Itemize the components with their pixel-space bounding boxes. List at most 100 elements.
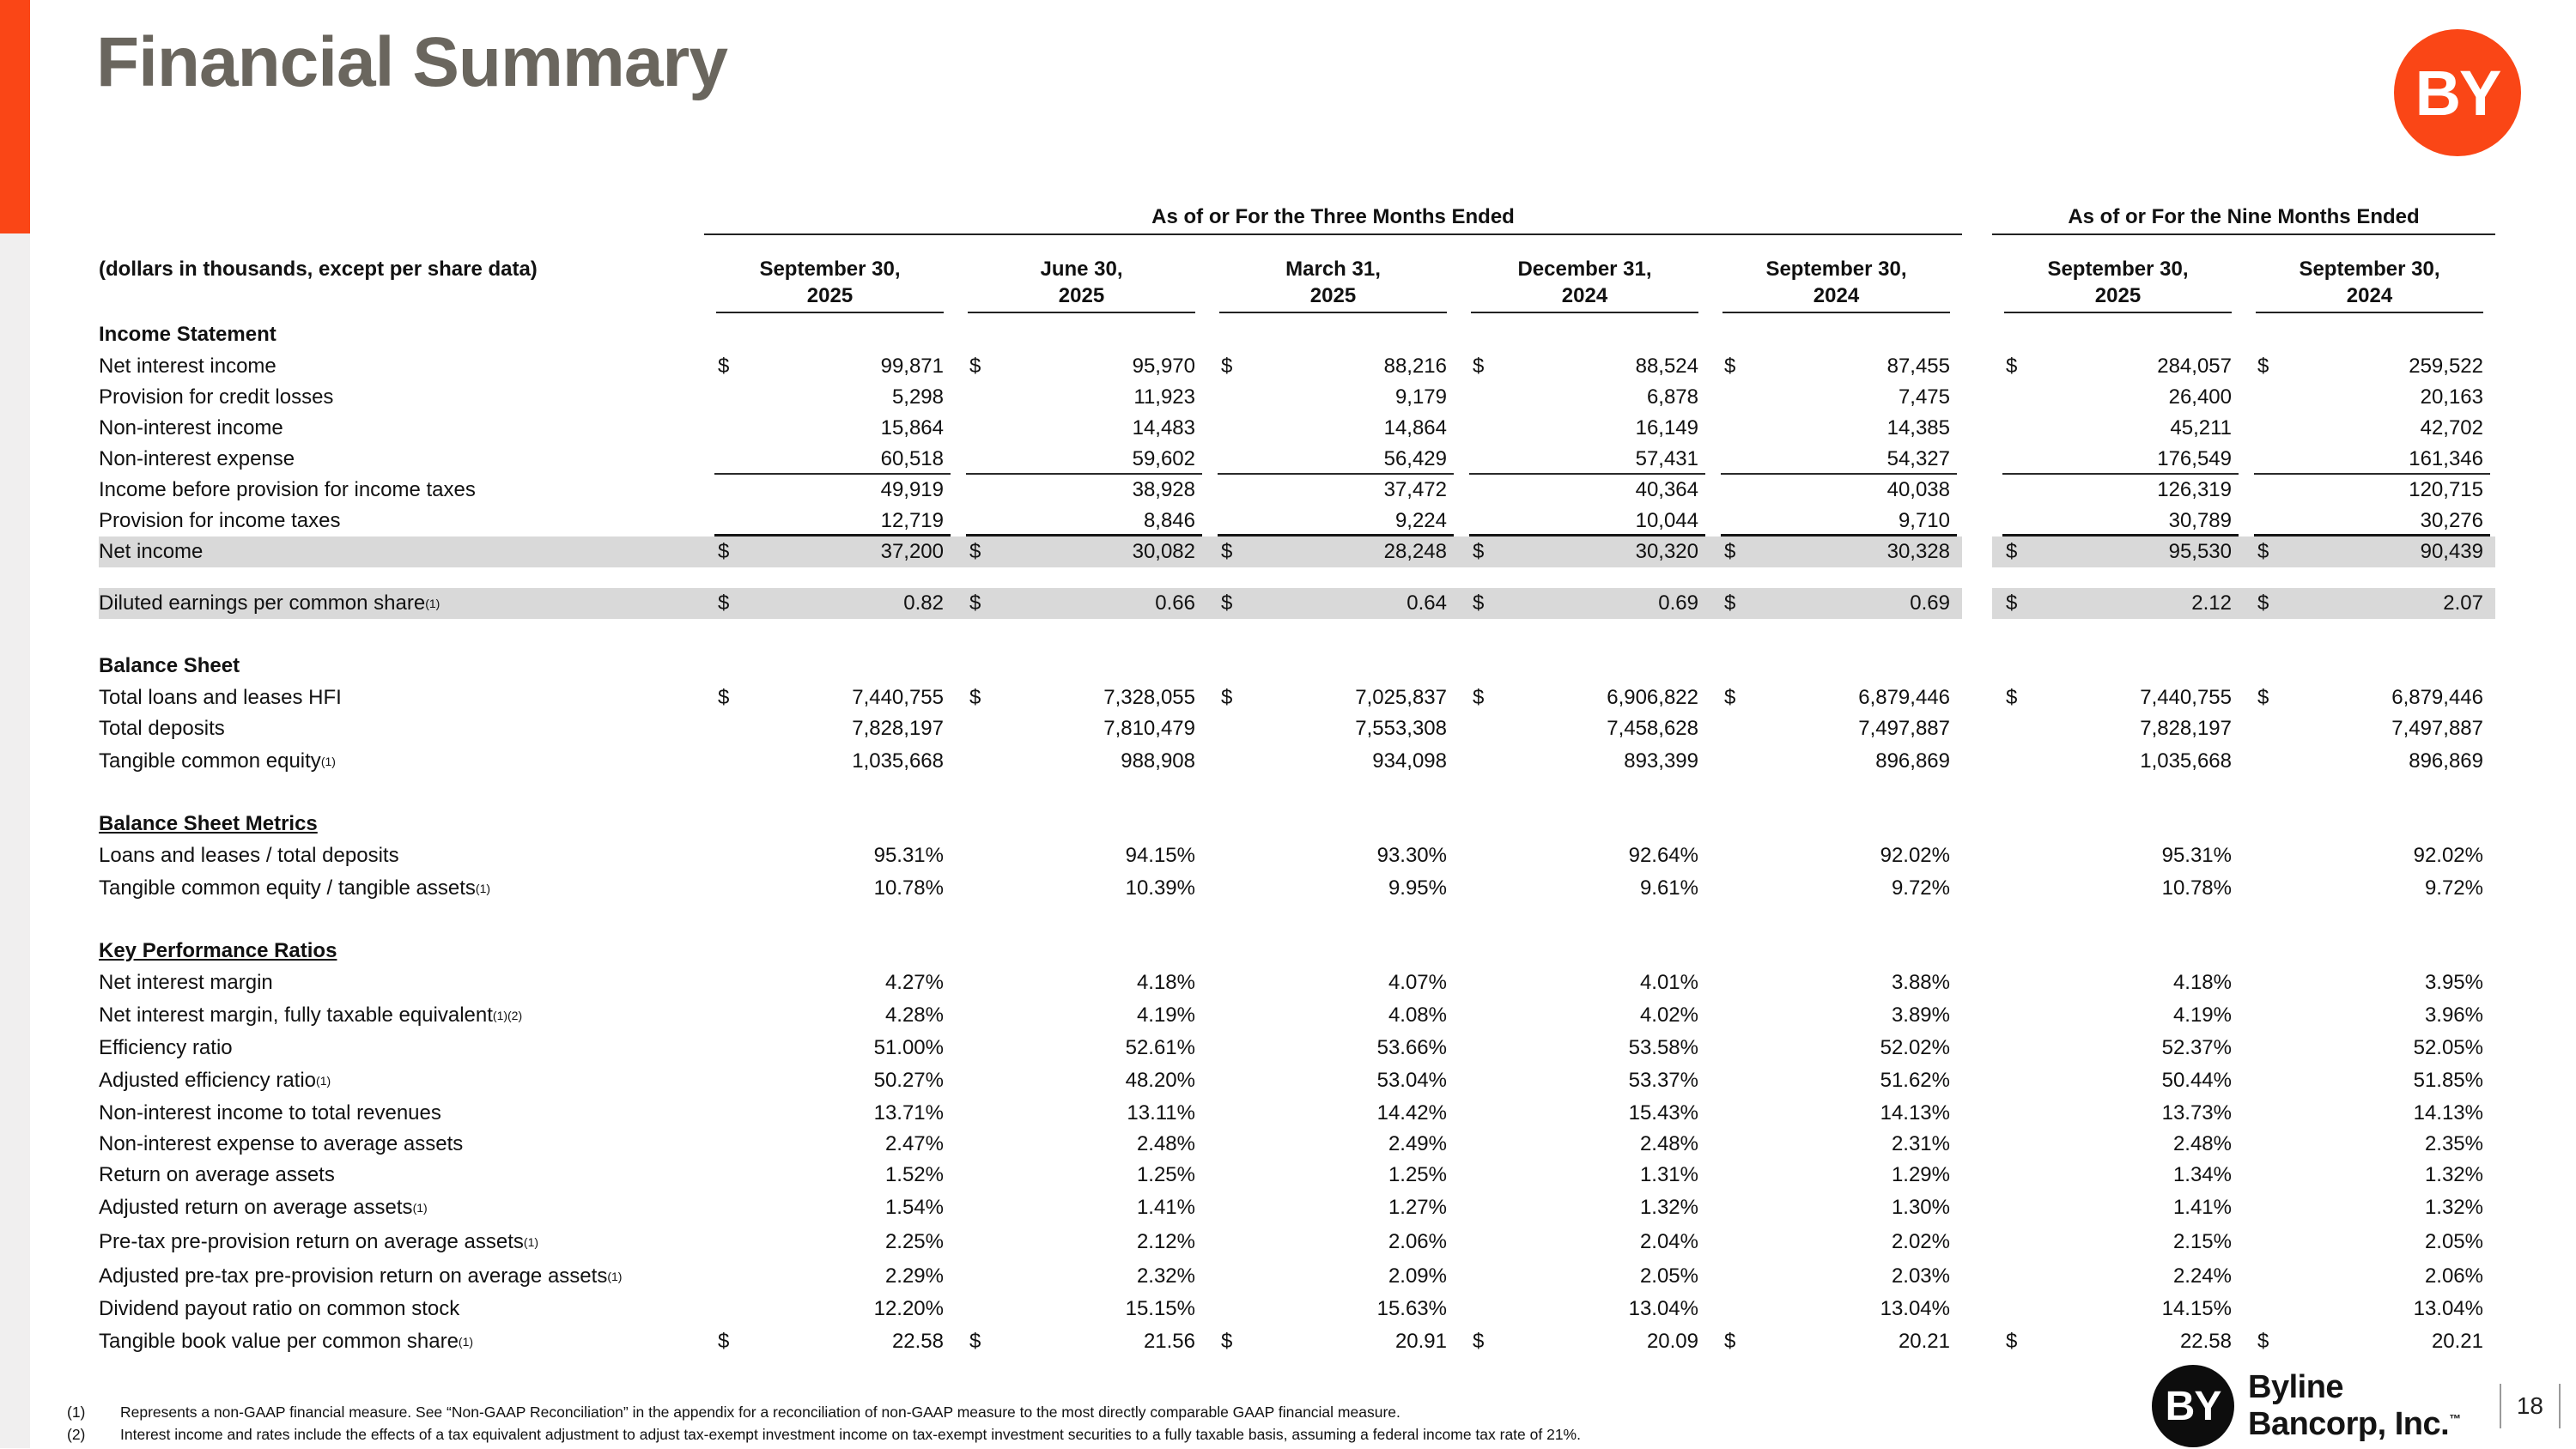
column-gap xyxy=(1962,351,1992,382)
row-label-text: Tangible common equity / tangible assets xyxy=(99,876,476,900)
table-cell: 52.02% xyxy=(1710,1033,1962,1064)
row-label: Diluted earnings per common share (1) xyxy=(99,588,704,619)
table-cell: $95,970 xyxy=(956,351,1207,382)
table-cell: 2.15% xyxy=(1992,1225,2244,1259)
cell-value: 2.47% xyxy=(884,1132,944,1155)
cell-value: 1.30% xyxy=(1891,1196,1950,1219)
column-header-line2: 2025 xyxy=(2094,284,2142,307)
dollar-sign: $ xyxy=(969,1330,981,1353)
cell-value: 13.73% xyxy=(2161,1101,2232,1125)
table-cell: 934,098 xyxy=(1207,744,1459,779)
cell-value: 10.78% xyxy=(873,876,944,900)
cell-value: 14.42% xyxy=(1376,1101,1447,1125)
table-cell: 14.13% xyxy=(1710,1098,1962,1129)
cell-value: 95.31% xyxy=(873,844,944,867)
table-cell: 14.42% xyxy=(1207,1098,1459,1129)
table-cell: 4.18% xyxy=(956,967,1207,998)
table-cell: $95,530 xyxy=(1992,537,2244,567)
table-cell: 1.34% xyxy=(1992,1160,2244,1191)
cell-value: 3.95% xyxy=(2424,971,2483,994)
cell-value: 30,082 xyxy=(1132,540,1195,563)
cell-value: 37,472 xyxy=(1383,478,1447,501)
cell-value: 9,179 xyxy=(1394,385,1447,409)
column-header: September 30, 2024 xyxy=(2244,256,2495,313)
cell-value: 99,871 xyxy=(880,355,944,378)
table-cell: 1,035,668 xyxy=(704,744,956,779)
dollar-sign: $ xyxy=(1473,1330,1485,1353)
cell-value: 4.18% xyxy=(2172,971,2232,994)
table-cell: 2.04% xyxy=(1459,1225,1710,1259)
table-cell: 1.41% xyxy=(1992,1191,2244,1225)
accent-bar-lower xyxy=(0,233,30,1448)
table-cell: 40,038 xyxy=(1710,475,1962,506)
cell-value: 2.49% xyxy=(1388,1132,1447,1155)
company-name-text: Byline Bancorp, Inc. xyxy=(2248,1369,2450,1442)
dollar-sign: $ xyxy=(1221,686,1233,709)
cell-value: 1.41% xyxy=(1136,1196,1195,1219)
row-label: Income before provision for income taxes xyxy=(99,475,704,506)
column-gap xyxy=(1962,871,1992,906)
table-cell: $0.64 xyxy=(1207,588,1459,619)
cell-value: 20.91 xyxy=(1394,1330,1447,1353)
footnote-2: (2) Interest income and rates include th… xyxy=(67,1423,1581,1446)
column-gap xyxy=(1962,967,1992,998)
row-label-text: Non-interest income to total revenues xyxy=(99,1101,441,1125)
table-cell: $259,522 xyxy=(2244,351,2495,382)
row-label-text: Net income xyxy=(99,540,204,563)
dollar-sign: $ xyxy=(718,591,730,615)
table-cell: $20.21 xyxy=(1710,1325,1962,1359)
table-cell: 50.44% xyxy=(1992,1064,2244,1098)
table-cell: $6,906,822 xyxy=(1459,682,1710,713)
cell-value: 92.64% xyxy=(1628,844,1698,867)
cell-value: 52.37% xyxy=(2161,1036,2232,1059)
table-cell: 53.04% xyxy=(1207,1064,1459,1098)
row-label-text: Net interest margin, fully taxable equiv… xyxy=(99,1003,493,1027)
cell-value: 9,224 xyxy=(1394,509,1447,532)
cell-value: 2.48% xyxy=(1639,1132,1698,1155)
column-header-line2: 2025 xyxy=(1309,284,1357,307)
cell-value: 896,869 xyxy=(2409,749,2483,773)
table-cell: 1.54% xyxy=(704,1191,956,1225)
column-gap xyxy=(1962,444,1992,475)
table-cell: 4.28% xyxy=(704,998,956,1033)
column-gap xyxy=(1962,1325,1992,1359)
cell-value: 15,864 xyxy=(880,416,944,440)
cell-value: 95,970 xyxy=(1132,355,1195,378)
table-cell: 1.52% xyxy=(704,1160,956,1191)
cell-value: 94.15% xyxy=(1125,844,1195,867)
column-header-line1: September 30, xyxy=(759,258,901,281)
table-cell: $20.09 xyxy=(1459,1325,1710,1359)
row-label-text: Non-interest expense xyxy=(99,447,295,470)
cell-value: 0.66 xyxy=(1155,591,1195,615)
cell-value: 0.82 xyxy=(903,591,944,615)
cell-value: 20,163 xyxy=(2420,385,2483,409)
cell-value: 13.04% xyxy=(1880,1297,1950,1320)
cell-value: 2.24% xyxy=(2172,1264,2232,1288)
table-cell: $87,455 xyxy=(1710,351,1962,382)
dollar-sign: $ xyxy=(718,686,730,709)
cell-value: 50.44% xyxy=(2161,1069,2232,1092)
cell-value: 2.29% xyxy=(884,1264,944,1288)
cell-value: 40,364 xyxy=(1635,478,1698,501)
cell-value: 13.11% xyxy=(1127,1101,1195,1125)
table-cell: 56,429 xyxy=(1207,444,1459,475)
table-cell: 2.48% xyxy=(1459,1129,1710,1160)
table-cell: 2.09% xyxy=(1207,1259,1459,1294)
cell-value: 4.28% xyxy=(884,1003,944,1027)
table-cell: 1.30% xyxy=(1710,1191,1962,1225)
dollar-sign: $ xyxy=(969,686,981,709)
footnote-1: (1) Represents a non-GAAP financial meas… xyxy=(67,1401,1581,1423)
cell-value: 9.72% xyxy=(2424,876,2483,900)
row-label: Net income xyxy=(99,537,704,567)
footnote-number: (1) xyxy=(67,1404,86,1421)
dollar-sign: $ xyxy=(1724,1330,1736,1353)
cell-value: 1.52% xyxy=(884,1163,944,1186)
table-cell: 92.02% xyxy=(1710,840,1962,871)
row-label-text: Non-interest income xyxy=(99,416,283,440)
row-label-text: Provision for credit losses xyxy=(99,385,334,409)
table-cell: 42,702 xyxy=(2244,413,2495,444)
cell-value: 7,458,628 xyxy=(1607,717,1698,740)
accent-bar xyxy=(0,0,30,233)
table-cell: $30,320 xyxy=(1459,537,1710,567)
table-cell: 52.37% xyxy=(1992,1033,2244,1064)
